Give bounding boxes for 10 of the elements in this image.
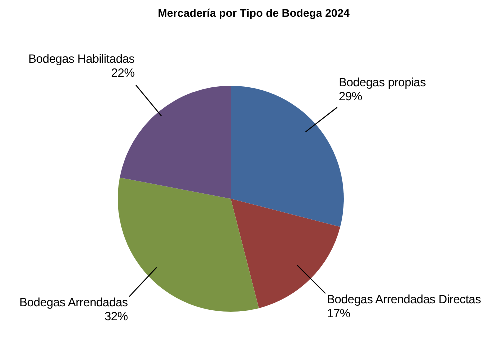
data-label: 32% [104,310,129,324]
chart-title: Mercadería por Tipo de Bodega 2024 [157,8,351,22]
slice-label: Bodegas Habilitadas [28,52,136,66]
pie-slice [120,86,231,199]
slice-label: Bodegas Arrendadas Directas [327,292,482,306]
data-label: 17% [327,306,352,320]
slice-label: Bodegas propias [338,76,426,90]
data-label: 22% [111,66,136,80]
slice-label: Bodegas Arrendadas [20,296,128,310]
data-label: 29% [338,90,363,104]
